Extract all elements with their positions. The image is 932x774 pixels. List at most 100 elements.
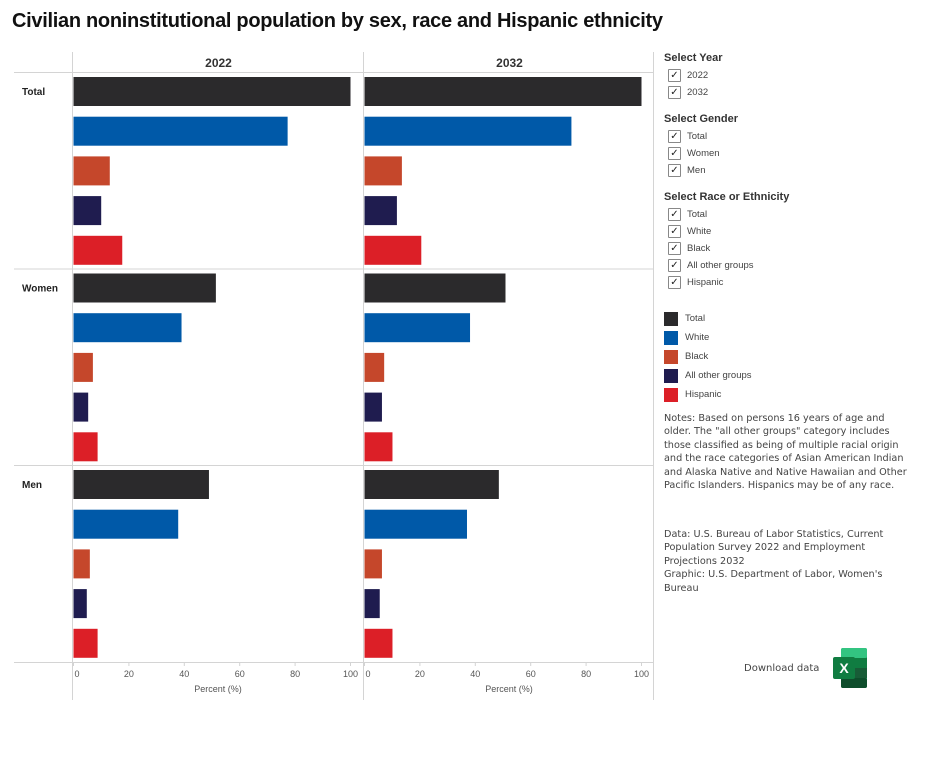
filter-option-label: Total [687, 131, 708, 142]
legend-swatch [664, 368, 678, 383]
legend-item-total: Total [664, 309, 914, 328]
bar-2022-total-all-other-groups [73, 196, 102, 226]
bar-2022-men-white [73, 509, 179, 539]
bar-2022-women-total [73, 273, 216, 303]
filter-title: Select Race or Ethnicity [664, 191, 790, 203]
filter-option-label: Men [687, 165, 706, 176]
panel-header-2032: 2032 [496, 56, 523, 70]
bar-2022-men-black [73, 549, 90, 579]
legend-label: White [685, 332, 710, 343]
row-label-men: Men [22, 480, 42, 491]
filters: Select Year ✓ 2022 ✓ 2032 Select Gender ✓ Total… [664, 52, 914, 291]
bar-2022-total-black [73, 156, 110, 186]
checkbox[interactable]: ✓ [668, 259, 681, 272]
download-label: Download data [744, 662, 820, 674]
x-tick-label: 80 [581, 669, 591, 679]
bar-2022-total-hispanic [73, 235, 123, 265]
bar-2032-women-white [364, 313, 471, 343]
filter-option-label: Hispanic [687, 277, 724, 288]
filter-title: Select Year [664, 52, 723, 64]
filter-title: Select Gender [664, 113, 738, 125]
legend-swatch [664, 311, 678, 326]
x-tick-label: 0 [366, 669, 371, 679]
bar-2032-women-total [364, 273, 506, 303]
bar-2022-men-hispanic [73, 628, 98, 658]
bar-2032-women-hispanic [364, 432, 393, 462]
filter-option-label: Black [687, 243, 711, 254]
chart-area: 2022 2032 Total Women Men 0 20 40 60 80 100 Percent… [14, 52, 654, 700]
x-tick-label: 80 [290, 669, 300, 679]
bar-2022-men-total [73, 470, 209, 499]
x-tick-label: 100 [343, 669, 358, 679]
x-tick-label: 60 [526, 669, 536, 679]
bar-2032-total-all-other-groups [364, 196, 397, 226]
bar-2032-total-black [364, 156, 402, 186]
filter-option-women[interactable]: ✓ Women [664, 145, 914, 162]
checkbox[interactable]: ✓ [668, 147, 681, 160]
credits: Data: U.S. Bureau of Labor Statistics, C… [664, 528, 909, 595]
filter-option-label: White [687, 226, 712, 237]
x-axis-title: Percent (%) [194, 684, 242, 694]
legend-label: All other groups [685, 370, 752, 381]
filter-option-white[interactable]: ✓ White [664, 223, 914, 240]
checkbox[interactable]: ✓ [668, 130, 681, 143]
checkbox[interactable]: ✓ [668, 164, 681, 177]
x-tick-label: 60 [235, 669, 245, 679]
x-tick-label: 20 [415, 669, 425, 679]
bar-2022-women-all-other-groups [73, 392, 89, 422]
x-tick-label: 20 [124, 669, 134, 679]
checkbox[interactable]: ✓ [668, 225, 681, 238]
chart-title: Civilian noninstitutional population by … [12, 10, 663, 32]
x-tick-label: 40 [470, 669, 480, 679]
bar-2032-total-total [364, 77, 642, 106]
legend-swatch [664, 349, 678, 364]
filter-option-all-other-groups[interactable]: ✓ All other groups [664, 257, 914, 274]
legend: Total White Black All other groups Hispanic [664, 309, 914, 404]
filter-option-black[interactable]: ✓ Black [664, 240, 914, 257]
filter-group-select-year: Select Year ✓ 2022 ✓ 2032 [664, 52, 914, 101]
legend-item-all-other-groups: All other groups [664, 366, 914, 385]
checkbox[interactable]: ✓ [668, 276, 681, 289]
bar-2032-total-hispanic [364, 235, 422, 265]
filter-group-select-race-or-ethnicity: Select Race or Ethnicity ✓ Total ✓ White ✓ Bla… [664, 191, 914, 291]
legend-swatch [664, 330, 678, 345]
bar-2022-total-total [73, 77, 351, 106]
checkbox[interactable]: ✓ [668, 242, 681, 255]
bar-2022-total-white [73, 116, 288, 146]
filter-option-label: All other groups [687, 260, 754, 271]
bar-2022-women-white [73, 313, 182, 343]
filter-sidebar: Select Year ✓ 2022 ✓ 2032 Select Gender ✓ Total… [664, 52, 914, 404]
bar-2032-men-white [364, 509, 467, 539]
excel-icon-letter: X [840, 660, 850, 676]
excel-icon: X [833, 648, 868, 688]
filter-option-2022[interactable]: ✓ 2022 [664, 67, 914, 84]
bar-2022-women-hispanic [73, 432, 98, 462]
checkbox[interactable]: ✓ [668, 86, 681, 99]
x-tick-label: 100 [634, 669, 649, 679]
bar-2022-women-black [73, 352, 93, 382]
bar-2032-men-all-other-groups [364, 589, 380, 619]
bar-2032-total-white [364, 116, 572, 146]
filter-option-2032[interactable]: ✓ 2032 [664, 84, 914, 101]
download-data-button[interactable]: Download data X [744, 648, 868, 688]
bar-2032-women-black [364, 352, 385, 382]
row-label-women: Women [22, 284, 58, 295]
legend-label: Hispanic [685, 389, 722, 400]
bar-2032-men-black [364, 549, 382, 579]
panel-header-2022: 2022 [205, 56, 232, 70]
graphic-credit: Graphic: U.S. Department of Labor, Women… [664, 569, 883, 594]
checkbox[interactable]: ✓ [668, 208, 681, 221]
filter-option-total[interactable]: ✓ Total [664, 128, 914, 145]
legend-label: Black [685, 351, 709, 362]
bar-2032-women-all-other-groups [364, 392, 382, 422]
filter-option-hispanic[interactable]: ✓ Hispanic [664, 274, 914, 291]
data-source: Data: U.S. Bureau of Labor Statistics, C… [664, 529, 884, 567]
notes-text: Notes: Based on persons 16 years of age … [664, 413, 907, 492]
filter-option-men[interactable]: ✓ Men [664, 162, 914, 179]
checkbox[interactable]: ✓ [668, 69, 681, 82]
x-tick-label: 0 [75, 669, 80, 679]
filter-option-label: Total [687, 209, 708, 220]
legend-swatch [664, 387, 678, 402]
filter-option-label: 2022 [687, 70, 709, 81]
filter-option-total[interactable]: ✓ Total [664, 206, 914, 223]
